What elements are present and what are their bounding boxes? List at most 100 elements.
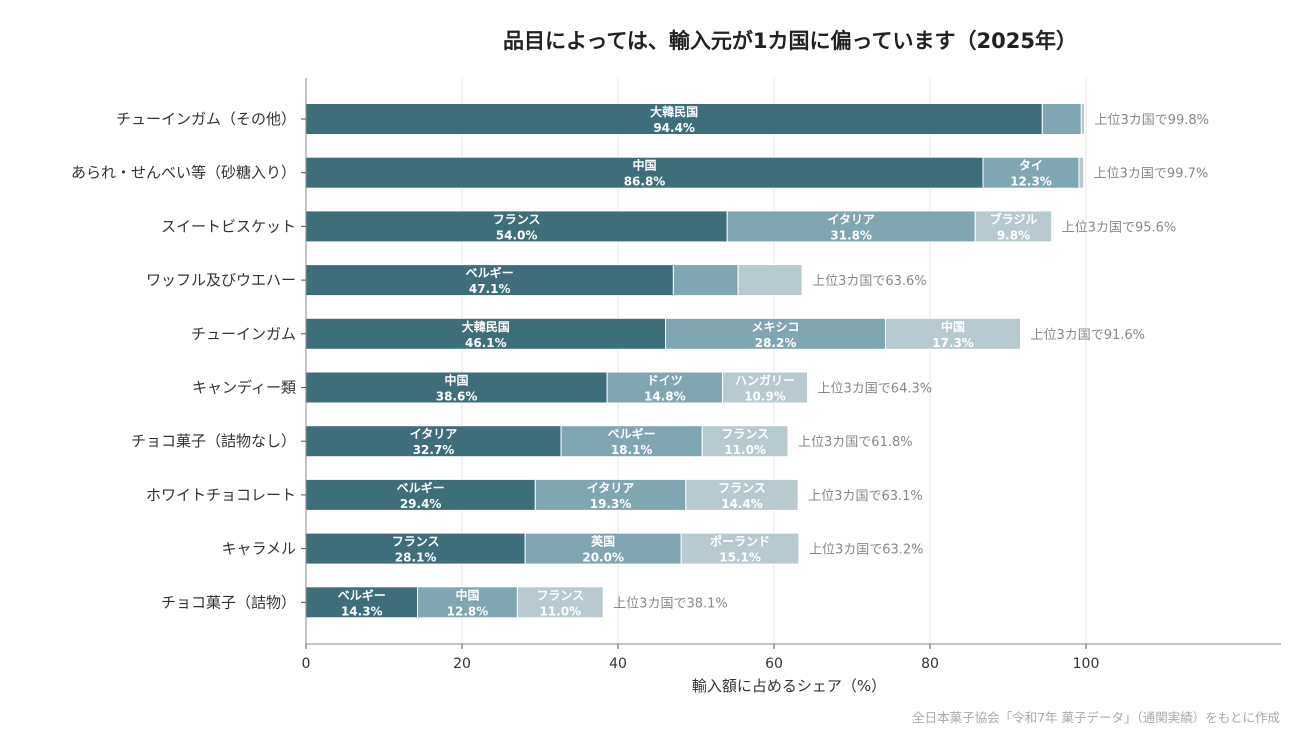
segment-value-label: 38.6% (436, 390, 478, 404)
segment-country-label: フランス (718, 481, 766, 495)
segment-value-label: 14.3% (341, 604, 383, 618)
bar-segment (417, 586, 518, 619)
x-tick-label: 80 (921, 656, 939, 672)
segment-value-label: 9.8% (997, 228, 1030, 242)
axes: 0 20 40 60 80 100 チューインガム（その他） あられ・せんべい等（砂糖入り） ス… (71, 78, 1281, 672)
total-share-label: 上位3カ国で63.1% (808, 489, 923, 504)
bar-segment (680, 532, 800, 565)
bar-segment (701, 425, 789, 458)
bar-segment (305, 371, 608, 404)
segment-country-label: ベルギー (466, 265, 514, 280)
segment-value-label: 11.0% (724, 443, 766, 457)
segment-country-label: 中国 (941, 319, 965, 334)
bar-segment (665, 317, 887, 350)
total-share-label: 上位3カ国で99.8% (1094, 113, 1209, 128)
category-label: キャンディー類 (192, 379, 296, 397)
segment-value-label: 10.9% (744, 390, 786, 404)
segment-country-label: ベルギー (338, 587, 386, 602)
total-share-label: 上位3カ国で38.1% (613, 596, 728, 611)
segment-value-label: 14.4% (721, 497, 763, 511)
x-tick-label: 60 (765, 656, 783, 672)
segment-country-label: 大韓民国 (462, 319, 510, 334)
segment-country-label: ベルギー (397, 480, 445, 495)
segment-country-label: ハンガリー (735, 373, 795, 388)
segment-value-label: 20.0% (582, 551, 624, 565)
category-label: チューインガム（その他） (116, 110, 296, 128)
bars: 大韓民国 94.4% 上位3カ国で99.8% 中国 86.8% タイ 12.3% 上位3カ国で… (305, 103, 1209, 619)
segment-country-label: ポーランド (710, 534, 770, 549)
total-share-label: 上位3カ国で61.8% (798, 435, 913, 450)
bar-segment (305, 264, 674, 297)
bar-segment (560, 425, 703, 458)
bar-segment (1080, 103, 1085, 135)
segment-value-label: 86.8% (624, 175, 666, 189)
bar-segment (974, 210, 1053, 243)
total-share-label: 上位3カ国で64.3% (818, 382, 933, 397)
segment-country-label: メキシコ (752, 320, 800, 334)
total-share-label: 上位3カ国で91.6% (1030, 328, 1145, 343)
segment-value-label: 12.3% (1010, 175, 1052, 189)
bar-segment (722, 371, 809, 404)
segment-value-label: 47.1% (469, 282, 511, 296)
segment-country-label: イタリア (587, 481, 635, 495)
category-label: あられ・せんべい等（砂糖入り） (71, 164, 296, 182)
x-tick-label: 20 (453, 656, 471, 672)
segment-value-label: 31.8% (830, 228, 872, 242)
segment-country-label: フランス (721, 427, 769, 441)
segment-value-label: 11.0% (539, 604, 581, 618)
segment-country-label: 英国 (591, 534, 615, 549)
segment-country-label: フランス (493, 212, 541, 226)
x-tick-label: 40 (609, 656, 627, 672)
segment-value-label: 54.0% (496, 228, 538, 242)
bar-segment (305, 532, 526, 565)
segment-country-label: 中国 (455, 587, 479, 602)
bar-segment (305, 478, 536, 511)
segment-value-label: 28.2% (755, 336, 797, 350)
segment-value-label: 19.3% (590, 497, 632, 511)
category-label: スイートビスケット (161, 217, 296, 235)
bar-segment (672, 264, 739, 297)
segment-value-label: 12.8% (447, 604, 489, 618)
x-tick-label: 100 (1073, 656, 1100, 672)
bar-segment (726, 210, 976, 243)
bar-segment (516, 586, 604, 619)
source-note: 全日本菓子協会「令和7年 菓子データ」（通関実績）をもとに作成 (912, 710, 1280, 725)
total-share-label: 上位3カ国で95.6% (1062, 220, 1177, 235)
segment-value-label: 29.4% (400, 497, 442, 511)
segment-value-label: 18.1% (611, 443, 653, 457)
segment-value-label: 94.4% (653, 121, 695, 135)
category-label: キャラメル (221, 540, 296, 558)
segment-value-label: 32.7% (413, 443, 455, 457)
segment-value-label: 17.3% (932, 336, 974, 350)
segment-country-label: ブラジル (990, 211, 1038, 226)
bar-segment (685, 478, 799, 511)
bar-segment (1078, 156, 1085, 189)
chart-title: 品目によっては、輸入元が1カ国に偏っています（2025年） (503, 29, 1077, 53)
segment-country-label: ベルギー (608, 426, 656, 441)
segment-value-label: 15.1% (719, 551, 761, 565)
category-label: ワッフル及びウエハー (146, 271, 296, 289)
bar-segment (534, 478, 687, 511)
segment-country-label: ドイツ (647, 374, 683, 388)
segment-country-label: フランス (536, 588, 584, 602)
bar-segment (1041, 103, 1082, 135)
bar-segment (524, 532, 682, 565)
segment-country-label: イタリア (410, 427, 458, 441)
total-share-label: 上位3カ国で63.2% (809, 543, 924, 558)
bar-segment (305, 103, 1043, 135)
segment-country-label: フランス (392, 535, 440, 549)
bar-segment (885, 317, 1021, 350)
segment-country-label: イタリア (827, 212, 875, 226)
segment-country-label: 中国 (633, 158, 657, 173)
x-axis-title: 輸入額に占めるシェア（%） (692, 677, 886, 695)
category-label: チューインガム (191, 325, 296, 343)
bar-segment (982, 156, 1080, 189)
bar-segment (737, 264, 803, 297)
total-share-label: 上位3カ国で63.6% (812, 274, 927, 289)
bar-segment (305, 586, 419, 619)
segment-country-label: タイ (1019, 159, 1043, 173)
segment-value-label: 28.1% (395, 551, 437, 565)
segment-value-label: 14.8% (644, 390, 686, 404)
